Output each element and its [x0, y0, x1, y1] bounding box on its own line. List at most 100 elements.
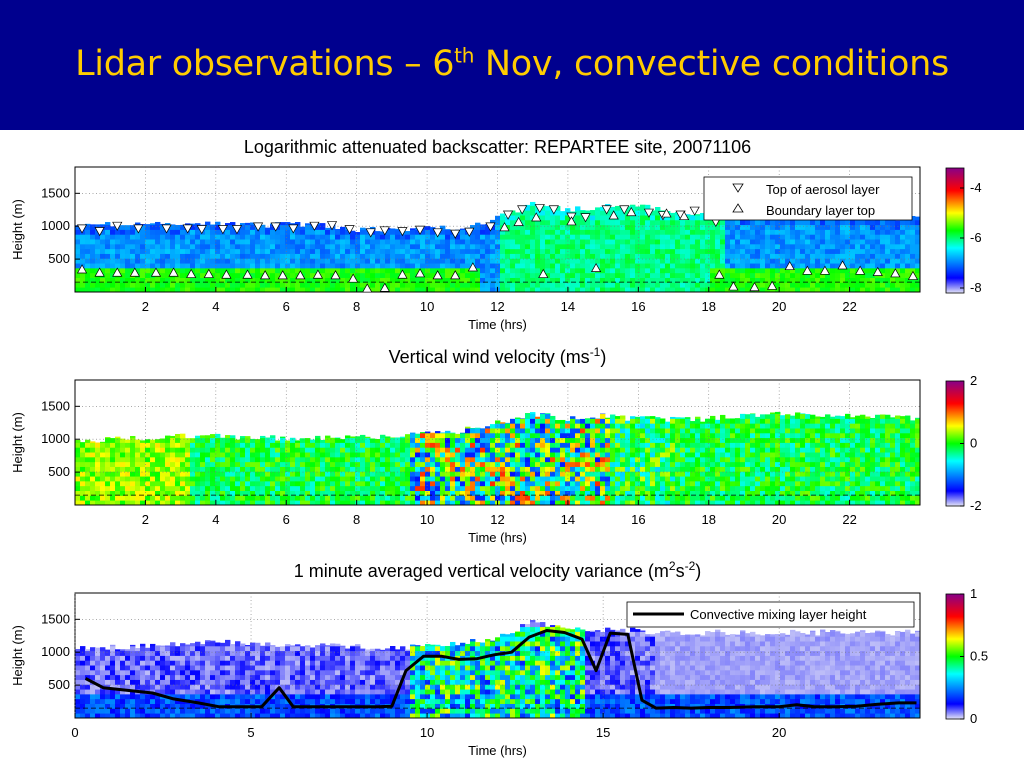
panel1-xtick-label: 8: [353, 299, 360, 314]
boundary-layer-marker: [277, 270, 288, 280]
panel2-xtick-label: 20: [772, 512, 786, 527]
aerosol-top-marker: [464, 227, 475, 237]
boundary-layer-marker: [168, 267, 179, 277]
boundary-layer-marker: [661, 208, 672, 218]
boundary-layer-marker: [728, 281, 739, 291]
boundary-layer-marker: [129, 267, 140, 277]
boundary-layer-marker: [203, 268, 214, 278]
aerosol-top-marker: [217, 225, 228, 235]
panel2-xtick-label: 16: [631, 512, 645, 527]
aerosol-top-marker: [548, 205, 559, 215]
boundary-layer-marker: [566, 216, 577, 226]
vertical-velocity-heatmap: [75, 411, 920, 505]
colorbar-tick-label: -8: [970, 280, 982, 295]
panel2-ytick-label: 500: [48, 464, 70, 479]
boundary-layer-marker: [450, 270, 461, 280]
colorbar-tick-label: 0: [970, 436, 977, 451]
aerosol-top-marker: [379, 226, 390, 236]
boundary-layer-marker: [150, 267, 162, 277]
boundary-layer-marker: [330, 270, 341, 280]
boundary-layer-marker: [397, 269, 408, 279]
legend-layer: Top of aerosol layer Boundary layer top Co…: [626, 176, 915, 628]
panel1-ytick-label: 1000: [41, 218, 70, 233]
panel2-xtick-label: 14: [561, 512, 575, 527]
boundary-layer-marker: [499, 222, 510, 232]
aerosol-top-marker: [689, 206, 700, 216]
panel3-xtick-label: 15: [596, 725, 610, 740]
boundary-layer-marker: [531, 212, 542, 222]
panel1-xtick-label: 20: [772, 299, 786, 314]
boundary-layer-marker: [295, 270, 306, 280]
panel2-xtick-label: 8: [353, 512, 360, 527]
aerosol-top-marker: [485, 222, 496, 232]
boundary-layer-marker: [362, 283, 373, 293]
boundary-layer-marker: [714, 269, 725, 279]
colorbar-tick-label: 1: [970, 586, 977, 601]
boundary-layer-marker: [837, 260, 848, 270]
boundary-layer-marker: [749, 282, 760, 292]
aerosol-top-marker: [601, 205, 612, 215]
boundary-layer-marker: [312, 269, 324, 279]
panel3-frame: [74, 592, 921, 719]
aerosol-top-marker: [94, 227, 105, 237]
aerosol-top-marker: [619, 205, 630, 215]
colorbar-layer: -4 -6 -8 2 0 -2 1 0.5 0: [945, 167, 988, 726]
panel1-xtick-label: 16: [631, 299, 645, 314]
aerosol-top-marker: [534, 204, 545, 214]
boundary-layer-marker: [186, 268, 197, 278]
panel3-xtick-label: 5: [247, 725, 254, 740]
aerosol-top-marker: [344, 225, 355, 235]
legend2-box: [626, 601, 915, 628]
boundary-layer-marker: [767, 280, 778, 290]
panel1-xlabel: Time (hrs): [468, 317, 527, 332]
panel2-xtick-label: 6: [283, 512, 290, 527]
boundary-layer-marker: [855, 265, 866, 275]
boundary-layer-marker: [379, 282, 390, 292]
legend1-label: Boundary layer top: [766, 203, 875, 218]
aerosol-top-marker: [252, 222, 264, 232]
aerosol-top-marker: [309, 221, 320, 231]
aerosol-top-marker: [231, 225, 243, 235]
panel1-xtick-label: 18: [702, 299, 716, 314]
overlay-layer: [76, 204, 919, 710]
aerosol-top-marker: [580, 213, 591, 223]
panel3-ylabel: Height (m): [10, 625, 25, 686]
panel3-title: 1 minute averaged vertical velocity vari…: [293, 559, 702, 581]
colorbar-tick-label: -2: [970, 498, 982, 513]
aerosol-top-marker: [112, 221, 123, 231]
panel2-xtick-label: 10: [420, 512, 434, 527]
panel3-ytick-label: 500: [48, 677, 70, 692]
boundary-layer-marker: [819, 265, 831, 275]
panel3-xtick-label: 10: [420, 725, 434, 740]
panel3-ytick-label: 1500: [41, 611, 70, 626]
colorbar-tick-label: -6: [970, 230, 982, 245]
legend-triangle-down-icon: [732, 183, 744, 193]
aerosol-top-marker: [133, 224, 144, 234]
panel3-xlabel: Time (hrs): [468, 743, 527, 758]
boundary-layer-marker: [94, 267, 105, 277]
legend1-label: Top of aerosol layer: [766, 182, 880, 197]
panel1-xtick-label: 4: [212, 299, 219, 314]
aerosol-top-marker: [643, 208, 654, 218]
title-banner: [0, 0, 1024, 130]
colorbar-tick-label: 0: [970, 711, 977, 726]
boundary-layer-marker: [76, 264, 88, 274]
slide-title: Lidar observations – 6th Nov, convective…: [75, 43, 949, 84]
aerosol-top-marker: [161, 224, 172, 234]
aerosol-top-marker: [270, 222, 281, 232]
panel1-xtick-label: 6: [283, 299, 290, 314]
boundary-layer-marker: [538, 268, 549, 278]
panel2-xlabel: Time (hrs): [468, 530, 527, 545]
legend2-label: Convective mixing layer height: [690, 607, 867, 622]
panel2-title: Vertical wind velocity (ms-1): [388, 345, 607, 367]
panel2-xtick-label: 22: [842, 512, 856, 527]
boundary-layer-marker: [467, 262, 478, 272]
panel2-xtick-label: 18: [702, 512, 716, 527]
aerosol-top-marker: [365, 228, 376, 238]
boundary-layer-marker: [872, 266, 883, 276]
panel1-title: Logarithmic attenuated backscatter: REPA…: [243, 137, 752, 157]
aerosol-top-marker: [196, 225, 207, 235]
boundary-layer-marker: [260, 270, 271, 280]
boundary-layer-marker: [626, 207, 637, 217]
